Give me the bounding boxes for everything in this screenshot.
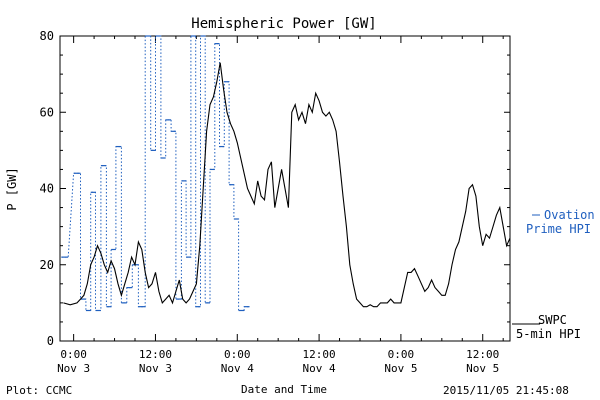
swpc-legend-label-2: 5-min HPI bbox=[516, 327, 581, 341]
y-tick-label: 0 bbox=[47, 334, 54, 348]
y-tick-label: 20 bbox=[40, 258, 54, 272]
x-axis-label: Date and Time bbox=[241, 383, 327, 396]
series-layer bbox=[61, 35, 511, 312]
chart-title: Hemispheric Power [GW] bbox=[191, 16, 376, 32]
x-tick-date-label: Nov 4 bbox=[221, 362, 254, 375]
swpc-series bbox=[63, 62, 511, 308]
y-tick-label: 40 bbox=[40, 182, 54, 196]
footer-plot-credit: Plot: CCMC bbox=[6, 384, 73, 397]
y-tick-label: 60 bbox=[40, 105, 54, 119]
x-tick-date-label: Nov 5 bbox=[384, 362, 417, 375]
y-tick-label: 80 bbox=[40, 29, 54, 43]
footer-timestamp: 2015/11/05 21:45:08 bbox=[443, 384, 569, 397]
x-tick-date-label: Nov 3 bbox=[57, 362, 90, 375]
x-tick-time-label: 12:00 bbox=[466, 348, 499, 361]
x-tick-time-label: 12:00 bbox=[139, 348, 172, 361]
x-tick-date-label: Nov 4 bbox=[303, 362, 336, 375]
x-tick-time-label: 12:00 bbox=[303, 348, 336, 361]
x-tick-time-label: 0:00 bbox=[60, 348, 87, 361]
ovation-legend-label-2: Prime HPI bbox=[526, 222, 591, 236]
y-axis-ticks: 0 20 40 60 80 bbox=[40, 29, 510, 348]
x-tick-date-label: Nov 3 bbox=[139, 362, 172, 375]
ovation-legend-label: Ovation bbox=[544, 208, 595, 222]
x-tick-time-label: 0:00 bbox=[388, 348, 415, 361]
x-tick-time-label: 0:00 bbox=[224, 348, 251, 361]
y-axis-label: P [GW] bbox=[5, 167, 19, 210]
x-tick-date-label: Nov 5 bbox=[466, 362, 499, 375]
swpc-legend-label: SWPC bbox=[538, 313, 567, 327]
ovation-prime-series bbox=[61, 35, 250, 311]
